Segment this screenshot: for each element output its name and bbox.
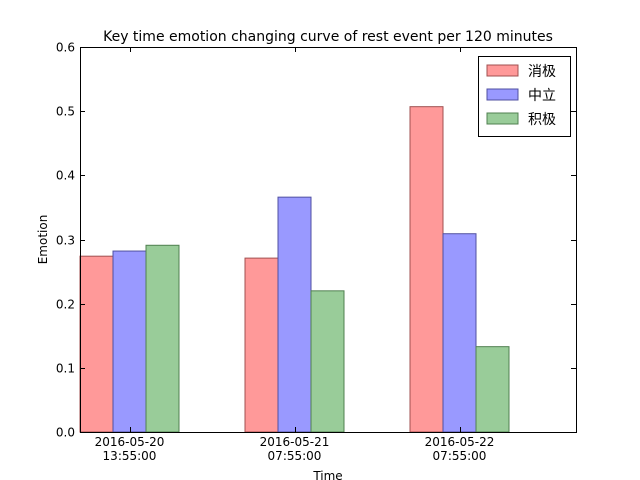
- bars-layer: [79, 106, 510, 433]
- legend-label: 积极: [528, 112, 556, 128]
- legend-swatch: [486, 88, 519, 101]
- x-axis-title: Time: [312, 469, 342, 480]
- bar-3-3: [475, 346, 510, 433]
- bar-2-3: [442, 233, 477, 433]
- bar-1-2: [244, 257, 279, 433]
- chart-title: Key time emotion changing curve of rest …: [103, 29, 553, 45]
- x-axis: 2016-05-20 13:55:00 2016-05-21 07:55:00 2016…: [95, 47, 495, 463]
- y-tick-label: 0.1: [56, 362, 75, 376]
- y-tick-label: 0.0: [56, 426, 75, 440]
- legend-swatch: [486, 112, 519, 125]
- bar-1-1: [79, 255, 114, 433]
- bar-1-3: [409, 106, 444, 433]
- y-tick-label: 0.4: [56, 169, 75, 183]
- y-tick-label: 0.2: [56, 298, 75, 312]
- y-axis-title: Emotion: [36, 215, 50, 265]
- legend-swatch: [486, 64, 519, 77]
- bar-2-2: [277, 196, 312, 433]
- y-axis: 0.0 0.1 0.2 0.3 0.4 0.5 0.6: [56, 41, 576, 440]
- y-tick-label: 0.3: [56, 234, 75, 248]
- legend-label: 中立: [528, 88, 556, 104]
- y-tick-label: 0.5: [56, 105, 75, 119]
- x-tick-label: 2016-05-20 13:55:00: [95, 435, 165, 463]
- legend-label: 消极: [528, 64, 556, 80]
- bar-2-1: [112, 250, 147, 433]
- x-tick-label: 2016-05-21 07:55:00: [260, 435, 330, 463]
- bar-3-1: [145, 244, 180, 433]
- bar-3-2: [310, 290, 345, 433]
- x-tick-label: 2016-05-22 07:55:00: [425, 435, 495, 463]
- y-tick-label: 0.6: [56, 41, 75, 55]
